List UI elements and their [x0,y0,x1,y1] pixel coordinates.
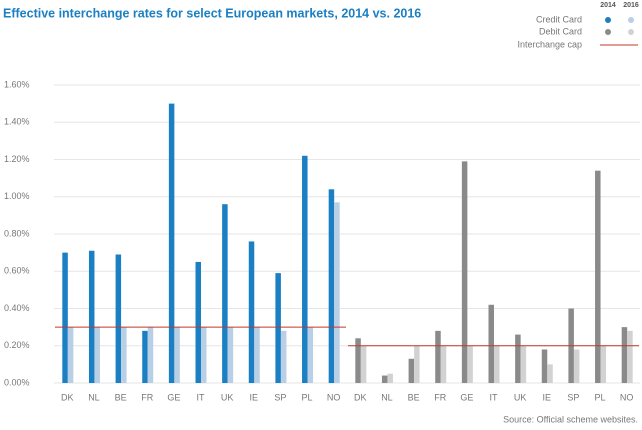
bar [168,103,175,383]
x-tick-label: IE [543,392,552,402]
y-tick-label: 1.60% [4,79,30,89]
x-tick-label: SP [274,392,286,402]
legend-swatch [628,17,634,23]
x-tick-label: FR [434,392,446,402]
bar [520,345,527,383]
bar [440,345,447,383]
bar [174,327,180,383]
bar [488,304,494,383]
bar [280,330,287,383]
bar [600,345,607,383]
bar [334,202,340,383]
legend-label: Debit Card [539,26,582,36]
x-tick-label: DK [61,392,74,402]
bar [142,330,148,383]
x-tick-label: NO [620,392,634,402]
bar [387,373,393,383]
bar [360,345,367,383]
x-tick-label: IT [197,392,206,402]
legend-year: 2014 [600,2,616,9]
y-tick-label: 0.80% [4,228,30,238]
y-tick-label: 0.60% [4,266,30,276]
bar [573,349,580,383]
x-tick-label: NL [381,392,393,402]
y-tick-label: 0.20% [4,340,30,350]
legend-label: Interchange cap [517,39,582,49]
bar [414,345,420,383]
bar [147,327,154,383]
bar [627,330,633,383]
bar [435,330,441,383]
x-tick-label: BE [408,392,420,402]
source-note: Source: Official scheme websites. [503,414,638,424]
y-tick-label: 1.00% [4,191,30,201]
bar [201,327,207,383]
bar [195,261,201,383]
legend-year: 2016 [623,2,639,9]
bar [494,345,500,383]
x-tick-label: PL [302,392,313,402]
legend-swatch [605,29,611,35]
bar [461,161,468,383]
x-tick-label: UK [221,392,234,402]
y-tick-label: 1.40% [4,117,30,127]
legend-swatch [605,17,611,23]
bar [355,338,361,383]
bar [307,327,314,383]
x-tick-label: IT [490,392,499,402]
x-tick-label: IE [250,392,259,402]
bar [62,252,68,383]
legend-label: Credit Card [536,14,582,24]
bar [515,334,521,383]
bar [547,364,553,383]
bar [254,327,260,383]
bar [88,250,95,383]
bar [467,345,473,383]
x-tick-label: GE [167,392,180,402]
bar [67,327,74,383]
x-tick-label: NL [88,392,100,402]
bar [227,327,234,383]
bar [381,375,388,383]
bar [222,204,228,383]
x-tick-label: NO [327,392,341,402]
y-tick-label: 1.20% [4,154,30,164]
bar [275,273,281,383]
x-tick-label: FR [141,392,153,402]
bar [115,254,122,383]
legend-swatch [628,29,634,35]
x-tick-label: SP [567,392,579,402]
y-tick-label: 0.40% [4,303,30,313]
x-tick-label: GE [460,392,473,402]
chart-title: Effective interchange rates for select E… [3,6,421,20]
bar [408,358,415,383]
bar [121,327,127,383]
bar [248,241,255,383]
x-tick-label: BE [115,392,127,402]
x-tick-label: UK [514,392,527,402]
x-tick-label: DK [354,392,367,402]
x-tick-label: PL [595,392,606,402]
bar [541,349,548,383]
bar [302,155,308,383]
y-tick-label: 0.00% [4,377,30,387]
bar [328,189,335,383]
bar [94,327,100,383]
bar [621,327,628,383]
bar [595,170,601,383]
